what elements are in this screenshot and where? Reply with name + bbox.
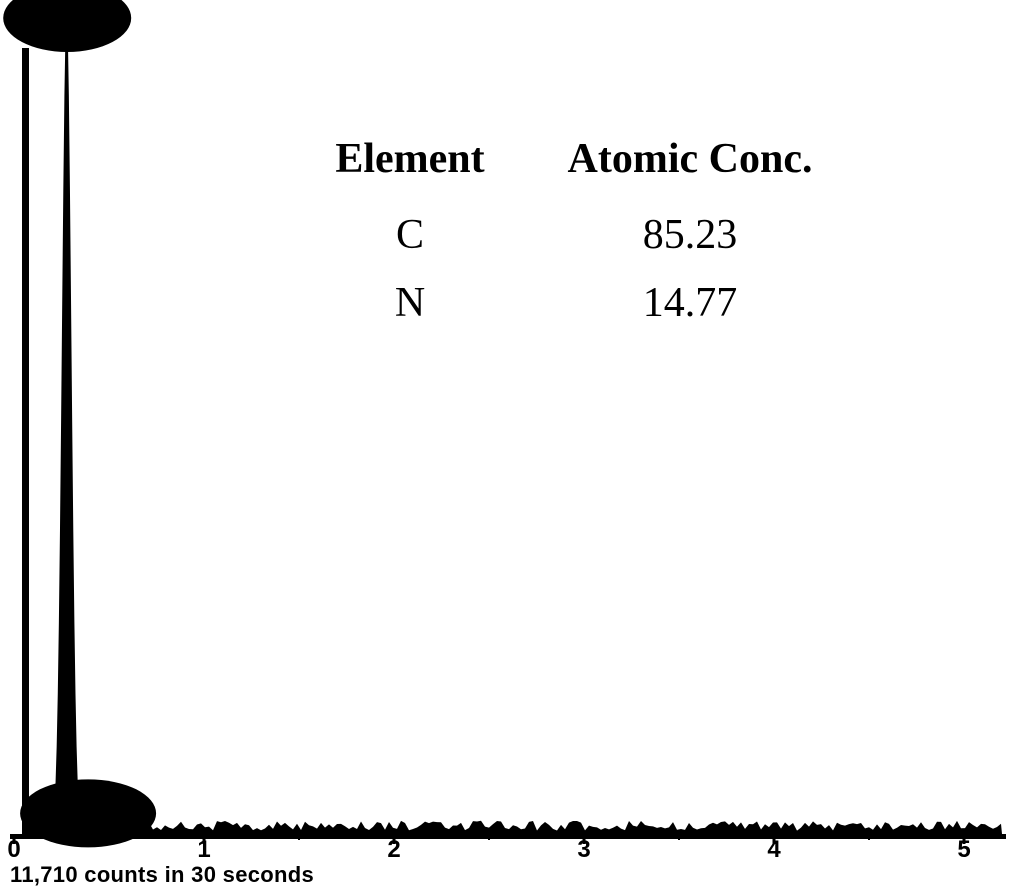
counts-footer: 11,710 counts in 30 seconds (10, 862, 314, 888)
x-tick-label: 3 (577, 836, 590, 864)
header-conc: Atomic Conc. (540, 135, 840, 183)
composition-table: Element Atomic Conc. C 85.23 N 14.77 (280, 135, 900, 347)
table-row: C 85.23 (280, 211, 900, 259)
table-header-row: Element Atomic Conc. (280, 135, 900, 183)
cell-conc: 14.77 (540, 279, 840, 327)
cell-element: N (280, 279, 540, 327)
x-tick-label: 4 (767, 836, 780, 864)
x-tick-label: 1 (197, 836, 210, 864)
x-tick-label: 2 (387, 836, 400, 864)
x-tick-label: 5 (957, 836, 970, 864)
spectrum-plot (0, 0, 1009, 891)
cell-conc: 85.23 (540, 211, 840, 259)
table-row: N 14.77 (280, 279, 900, 327)
x-tick-label: 0 (7, 836, 20, 864)
eds-spectrum-chart: Element Atomic Conc. C 85.23 N 14.77 0 1 2… (0, 0, 1009, 891)
header-element: Element (280, 135, 540, 183)
cell-element: C (280, 211, 540, 259)
